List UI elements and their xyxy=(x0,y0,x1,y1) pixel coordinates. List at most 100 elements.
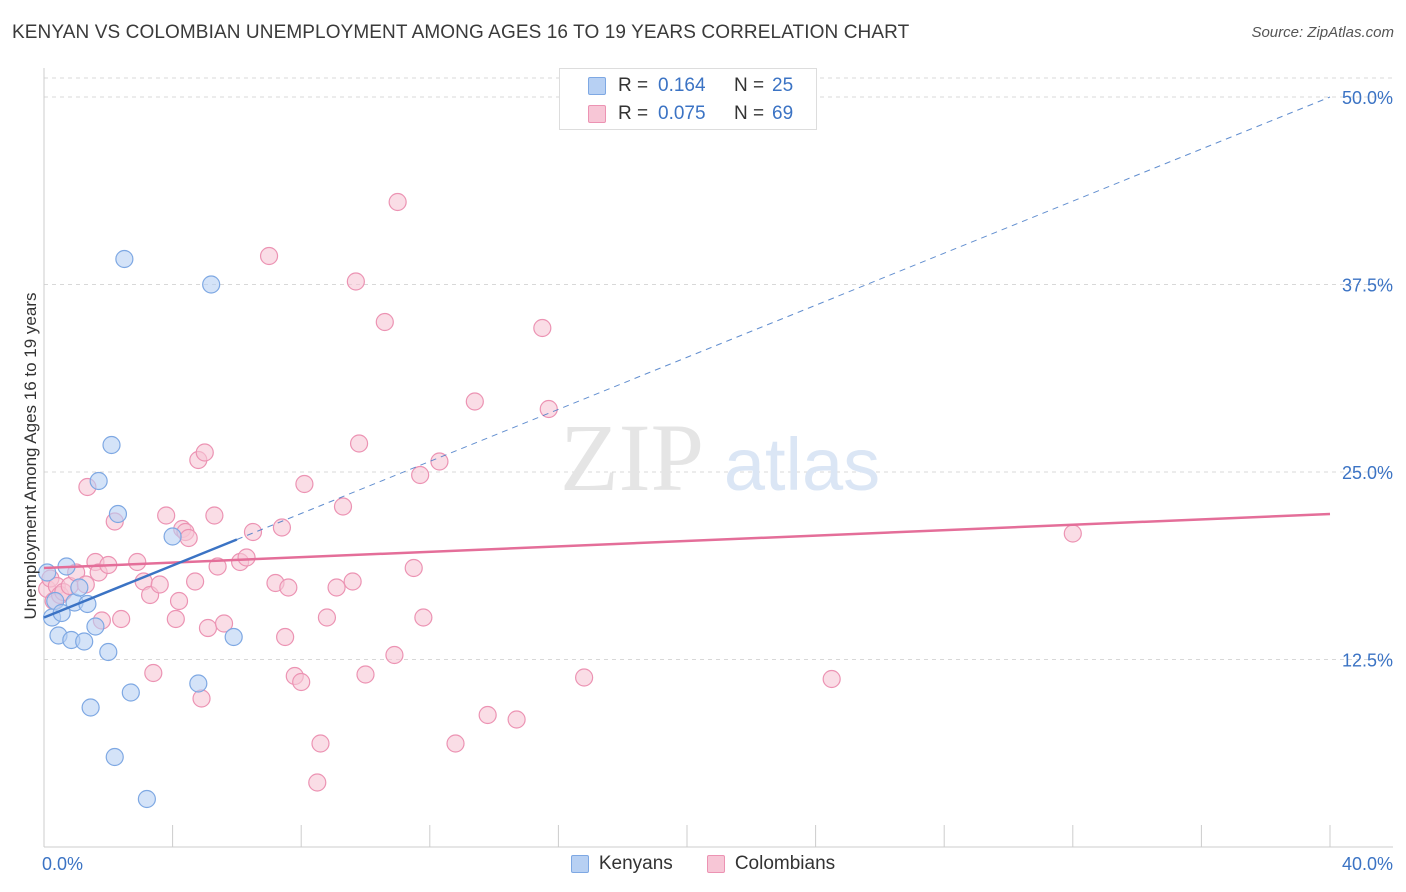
colombian-point xyxy=(404,558,423,578)
colombian-point xyxy=(375,312,394,332)
kenyan-point xyxy=(102,435,121,455)
x-tick-label: 0.0% xyxy=(42,854,83,874)
colombians-swatch xyxy=(588,105,606,123)
legend-label-colombians: Colombians xyxy=(734,853,836,874)
watermark-zip: ZIP xyxy=(560,404,704,511)
trend-lines xyxy=(43,96,1331,619)
colombian-trend-line xyxy=(43,512,1331,570)
colombian-point xyxy=(1063,524,1082,543)
kenyan-point xyxy=(121,683,140,702)
legend-row-kenyans: R = 0.164 N = 25 xyxy=(588,72,793,100)
kenyan-point xyxy=(224,627,243,647)
r-label: R = xyxy=(618,75,649,96)
colombian-point xyxy=(150,575,169,594)
kenyan-point xyxy=(89,471,108,491)
colombian-point xyxy=(237,548,256,567)
n-label: N = xyxy=(734,75,765,96)
correlation-legend: R = 0.164 N = 25 R = 0.075 N = 69 xyxy=(559,68,817,130)
y-axis-label: Unemployment Among Ages 16 to 19 years xyxy=(21,293,40,620)
n-value: 25 xyxy=(772,75,794,96)
kenyan-point xyxy=(108,504,128,524)
colombian-point xyxy=(243,522,263,542)
r-value: 0.075 xyxy=(658,103,706,124)
colombian-point xyxy=(208,557,227,576)
colombian-point xyxy=(327,578,346,597)
colombian-point xyxy=(317,608,337,627)
y-tick-label: 37.5% xyxy=(1342,276,1393,296)
colombian-point xyxy=(465,392,484,411)
legend-item-kenyans[interactable]: Kenyans xyxy=(570,853,673,875)
n-value: 69 xyxy=(772,103,794,124)
colombian-point xyxy=(430,452,449,471)
colombian-point xyxy=(385,645,404,665)
legend-item-colombians[interactable]: Colombians xyxy=(706,853,836,875)
colombian-point xyxy=(333,497,353,516)
colombian-point xyxy=(388,192,407,212)
colombian-point xyxy=(112,609,131,629)
kenyan-point xyxy=(189,674,208,693)
colombian-point xyxy=(195,443,214,462)
colombian-point xyxy=(166,609,185,629)
colombian-point xyxy=(295,474,314,494)
colombian-point xyxy=(414,608,433,627)
colombian-point xyxy=(157,506,176,525)
colombian-point xyxy=(186,572,205,591)
r-label: R = xyxy=(618,103,649,124)
tick-labels: 12.5% 25.0% 37.5% 50.0% 0.0% 40.0% xyxy=(42,88,1393,874)
colombian-point xyxy=(343,572,362,591)
kenyan-point xyxy=(105,747,124,767)
colombian-point xyxy=(349,434,369,453)
kenyan-point xyxy=(202,275,221,294)
kenyan-trend-line xyxy=(43,538,238,619)
colombian-point xyxy=(311,734,330,753)
y-tick-label: 25.0% xyxy=(1342,463,1393,483)
colombians-swatch xyxy=(706,855,725,873)
colombian-point xyxy=(539,399,558,419)
colombian-point xyxy=(144,663,163,683)
y-tick-label: 50.0% xyxy=(1342,88,1393,108)
colombian-point xyxy=(214,614,234,633)
colombian-point xyxy=(507,710,526,729)
colombian-point xyxy=(346,272,365,291)
grid-lines xyxy=(44,77,1393,660)
colombian-point xyxy=(356,665,375,684)
colombian-point xyxy=(192,689,211,708)
data-points xyxy=(38,192,1082,809)
y-tick-label: 12.5% xyxy=(1342,651,1393,671)
x-tick-label: 40.0% xyxy=(1342,854,1393,874)
kenyans-swatch xyxy=(588,77,606,95)
colombian-point xyxy=(308,773,327,792)
colombian-point xyxy=(446,734,465,753)
colombian-point xyxy=(292,672,311,692)
kenyan-point xyxy=(99,642,118,662)
colombian-point xyxy=(169,591,189,611)
kenyans-swatch xyxy=(570,855,589,873)
series-legend: Kenyans Colombians xyxy=(0,850,1406,878)
kenyan-point xyxy=(86,617,105,636)
colombian-point xyxy=(179,528,198,548)
colombian-point xyxy=(575,668,594,687)
chart-title: KENYAN VS COLOMBIAN UNEMPLOYMENT AMONG A… xyxy=(12,22,910,43)
axes xyxy=(43,68,1393,848)
kenyan-point xyxy=(81,698,100,717)
kenyan-point xyxy=(70,578,89,597)
colombian-point xyxy=(198,618,218,638)
kenyan-point xyxy=(115,249,134,269)
colombian-point xyxy=(533,318,552,338)
colombian-point xyxy=(279,578,298,597)
colombian-point xyxy=(822,669,841,689)
n-label: N = xyxy=(734,103,765,124)
watermark-atlas: atlas xyxy=(724,423,880,506)
source-label: Source: ZipAtlas.com xyxy=(1251,24,1394,41)
legend-row-colombians: R = 0.075 N = 69 xyxy=(588,100,793,128)
kenyan-trend-extension xyxy=(236,96,1331,540)
colombian-point xyxy=(259,246,279,266)
colombian-point xyxy=(128,552,147,572)
colombian-point xyxy=(205,506,224,525)
r-value: 0.164 xyxy=(658,75,706,96)
kenyan-point xyxy=(75,632,94,651)
colombian-point xyxy=(276,627,295,647)
colombian-point xyxy=(272,518,292,537)
legend-label-kenyans: Kenyans xyxy=(598,853,673,874)
